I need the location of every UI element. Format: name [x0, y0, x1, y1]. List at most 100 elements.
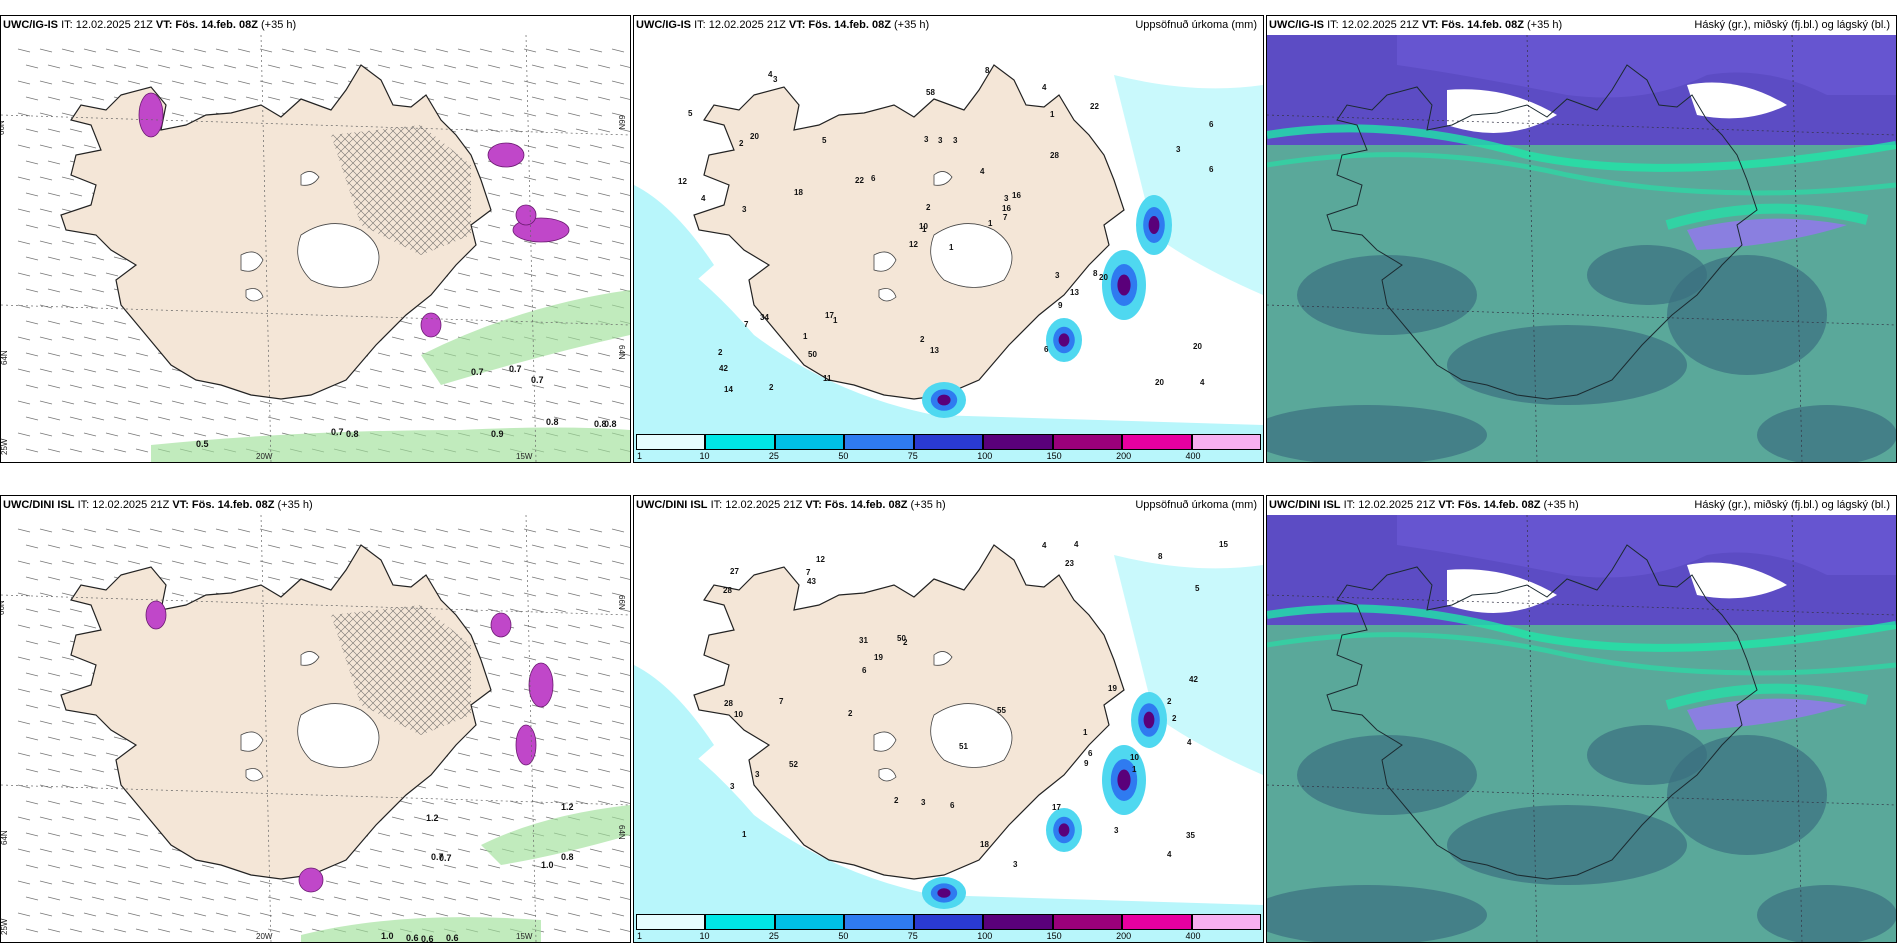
precip-value-label: 1 — [922, 225, 927, 234]
precip-value-label: 2 — [739, 139, 744, 148]
colorbar-swatch — [983, 914, 1053, 930]
wind-barb — [487, 704, 501, 709]
wind-barb — [347, 400, 361, 405]
wind-barb — [325, 912, 339, 917]
wind-barb — [487, 64, 501, 69]
glacier — [873, 731, 897, 752]
panel-right-title: Háský (gr.), miðský (fj.bl.) og lágský (… — [1694, 499, 1890, 511]
graticule — [1267, 35, 1896, 462]
wind-barb — [523, 912, 537, 917]
wind-barb — [545, 400, 559, 405]
wind-barb — [17, 400, 31, 405]
wind-barb — [47, 704, 61, 709]
wind-barb — [413, 816, 427, 821]
wind-barb — [589, 528, 603, 533]
map-panel-cloud-igis: UWC/IG-IS IT: 12.02.2025 21Z VT: Fös. 14… — [1266, 15, 1897, 463]
glacier — [245, 288, 264, 302]
lead-time: (+35 h) — [894, 19, 930, 31]
wind-barb — [611, 368, 625, 373]
wind-barb — [443, 384, 457, 389]
wind-barb — [17, 272, 31, 277]
wind-barb — [553, 192, 567, 197]
wind-barb — [553, 576, 567, 581]
wind-barb — [443, 896, 457, 901]
precip-peak — [1143, 711, 1155, 729]
wind-barb — [127, 48, 141, 53]
wind-barb — [369, 848, 383, 853]
wind-barb — [83, 912, 97, 917]
wind-barb — [567, 176, 581, 181]
wind-barb — [69, 544, 83, 549]
wind-barb — [611, 592, 625, 597]
valid-label: VT: — [172, 499, 189, 511]
wind-barb — [597, 704, 611, 709]
valid-label: VT: — [1421, 19, 1439, 31]
wind-barb — [325, 528, 339, 533]
wind-barb — [567, 144, 581, 149]
wind-barb — [421, 64, 435, 69]
glacier — [240, 251, 264, 272]
wind-barb — [193, 400, 207, 405]
wind-barb — [91, 288, 105, 293]
wind-barb — [553, 288, 567, 293]
wind-barb — [509, 768, 523, 773]
wind-barb — [619, 288, 630, 292]
wind-barb — [391, 848, 405, 853]
wind-barb — [281, 912, 295, 917]
precip-value-label: 14 — [724, 385, 733, 394]
wind-barb — [267, 416, 281, 421]
wind-barb — [25, 352, 39, 357]
wind-value-label: 0.8 — [546, 417, 559, 427]
wind-barb — [61, 592, 75, 597]
wind-barb — [465, 736, 479, 741]
precip-value-label: 6 — [871, 174, 876, 183]
wind-barb — [567, 624, 581, 629]
wind-barb — [157, 928, 171, 933]
wind-barb — [135, 64, 149, 69]
wind-barb — [267, 544, 281, 549]
wind-barb — [435, 560, 449, 565]
wind-barb — [597, 928, 611, 933]
wind-barb — [619, 128, 630, 132]
wind-barb — [553, 640, 567, 645]
wind-barb — [567, 880, 581, 885]
wind-barb — [531, 96, 545, 101]
wind-barb — [589, 624, 603, 629]
wind-barb — [61, 112, 75, 117]
precip-value-label: 2 — [903, 638, 908, 647]
wind-barb — [509, 544, 523, 549]
wind-barb — [619, 768, 630, 772]
wind-barb — [523, 784, 537, 789]
wind-barb — [479, 304, 493, 309]
precip-value-label: 20 — [1193, 342, 1202, 351]
wind-barb — [553, 128, 567, 133]
high-cloud-band — [1267, 632, 1896, 676]
wind-barb — [157, 416, 171, 421]
wind-barb — [597, 608, 611, 613]
wind-barb — [25, 192, 39, 197]
wind-barb — [597, 864, 611, 869]
wind-barb — [17, 784, 31, 789]
wind-barb — [479, 592, 493, 597]
wind-barb — [39, 720, 53, 725]
wind-barb — [553, 544, 567, 549]
wind-barb — [479, 400, 493, 405]
wind-barb — [465, 832, 479, 837]
wind-barb — [399, 576, 413, 581]
longitude-line — [525, 35, 537, 462]
glacier — [240, 731, 264, 752]
map-panel-cloud-dini: UWC/DINI ISL IT: 12.02.2025 21Z VT: Fös.… — [1266, 495, 1897, 943]
wind-barb — [487, 608, 501, 613]
wind-barb — [259, 528, 273, 533]
wind-barb — [135, 896, 149, 901]
wind-barb — [619, 576, 630, 580]
precip-value-label: 23 — [1065, 559, 1074, 568]
wind-map: 66N 66N 64N 64N 25W 20W 15W 1.2 0.70.7 1.0 0.8 1.2 1… — [1, 515, 630, 942]
wind-barb — [127, 432, 141, 437]
wind-barb — [149, 560, 163, 565]
wind-barb — [127, 912, 141, 917]
wind-barb — [69, 608, 83, 613]
wind-barb — [61, 656, 75, 661]
wind-barb — [597, 416, 611, 421]
wind-barb — [245, 416, 259, 421]
